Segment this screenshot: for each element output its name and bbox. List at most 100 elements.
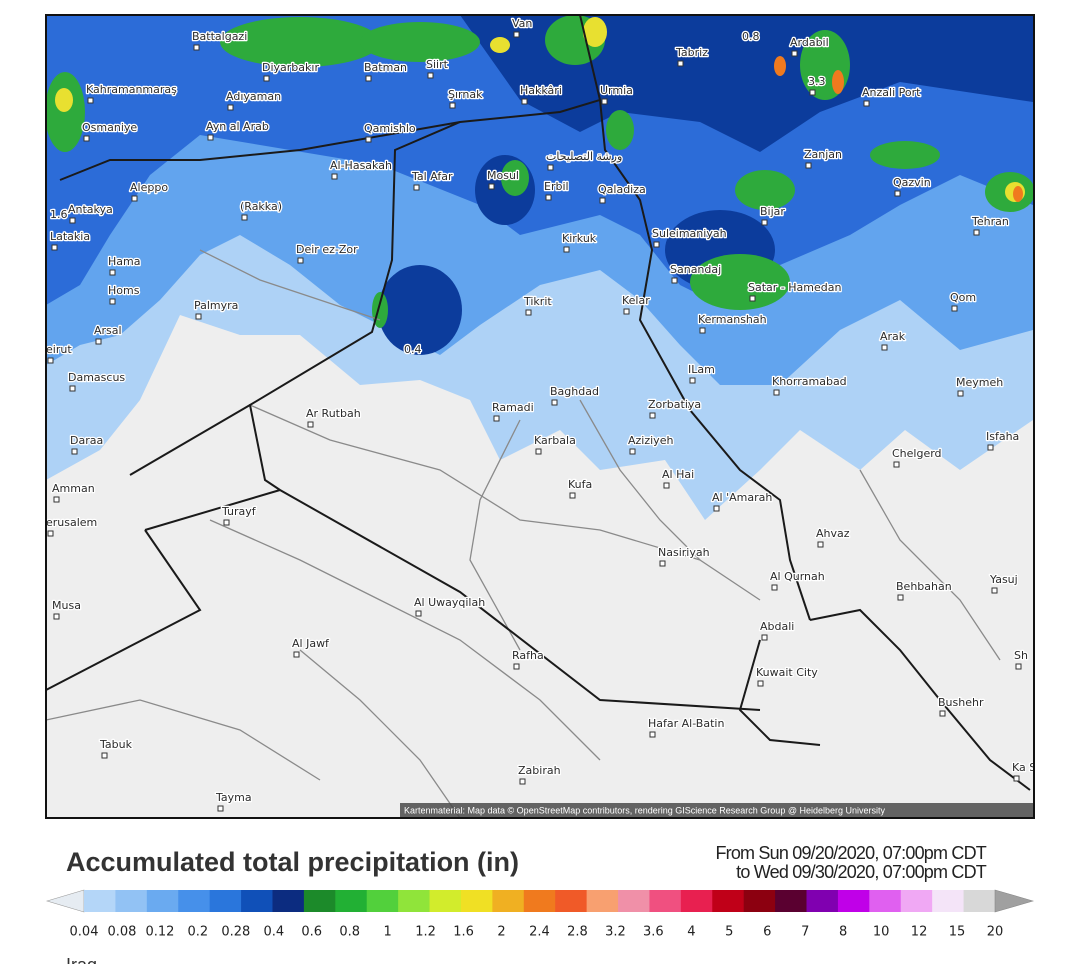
colorbar-tick-label: 1.2	[415, 925, 436, 940]
map: Kartenmaterial: Map data © OpenStreetMap…	[46, 15, 1034, 818]
precip-green	[46, 15, 1034, 328]
city-label: Abdali	[760, 620, 794, 633]
city-label: Bushehr	[938, 696, 984, 709]
city-marker	[757, 680, 764, 687]
city-marker	[761, 219, 768, 226]
colorbar: 0.04 0.08 0.12 0.2 0.28 0.4 0.6 0.8 1 1.2 1.6 2 2.4 2…	[45, 889, 1035, 940]
city-label: (Rakka)	[240, 200, 282, 213]
legend-title: Accumulated total precipitation (in)	[66, 847, 519, 877]
city-label: Amman	[52, 482, 95, 495]
colorbar-tick-label: 12	[911, 925, 928, 940]
city-label: Hakkâri	[520, 84, 562, 97]
city-label: Arsal	[94, 324, 122, 337]
city-marker	[449, 102, 456, 109]
city-label: Siirt	[426, 58, 449, 71]
city-marker	[217, 805, 224, 812]
city-marker	[893, 461, 900, 468]
city-label: Kahramanmaraş	[86, 83, 177, 96]
colorbar-cell	[209, 890, 242, 912]
colorbar-tick-label: 3.2	[605, 925, 626, 940]
city-marker	[551, 399, 558, 406]
city-marker	[83, 135, 90, 142]
city-marker	[69, 217, 76, 224]
city-label: Urmia	[600, 84, 633, 97]
colorbar-cell	[555, 890, 588, 912]
city-marker	[519, 778, 526, 785]
colorbar-cell	[272, 890, 305, 912]
city-label: Qamishlo	[364, 122, 416, 135]
city-label: Isfaha	[986, 430, 1019, 443]
city-marker	[773, 389, 780, 396]
city-marker	[817, 541, 824, 548]
city-label: Al Jawf	[292, 637, 330, 650]
city-label: Rafha	[512, 649, 544, 662]
city-marker	[223, 519, 230, 526]
attribution: Kartenmaterial: Map data © OpenStreetMap…	[404, 805, 885, 815]
city-label: Batman	[364, 61, 407, 74]
colorbar-tick-label: 20	[987, 925, 1004, 940]
city-label: Qom	[950, 291, 976, 304]
city-marker	[599, 197, 606, 204]
precip-orange	[774, 56, 1023, 202]
city-label: Qazvin	[893, 176, 931, 189]
city-label: Tabriz	[675, 46, 708, 59]
city-label: Karbala	[534, 434, 576, 447]
city-label: Al-Hasakah	[330, 159, 392, 172]
city-marker	[131, 195, 138, 202]
city-marker	[109, 298, 116, 305]
city-label: Yasuj	[989, 573, 1018, 586]
city-label: Behbahan	[896, 580, 952, 593]
colorbar-tick-label: 2	[497, 925, 505, 940]
colorbar-cell	[398, 890, 430, 912]
city-label: 0.8	[742, 30, 760, 43]
city-marker	[227, 104, 234, 111]
city-marker	[47, 530, 54, 537]
city-marker	[365, 136, 372, 143]
city-marker	[47, 357, 54, 364]
colorbar-cell	[932, 890, 964, 912]
colorbar-tick-label: 0.6	[301, 925, 322, 940]
city-label: 1.6	[50, 208, 68, 221]
city-marker	[413, 184, 420, 191]
city-marker	[53, 496, 60, 503]
colorbar-tick-label: 15	[949, 925, 966, 940]
city-marker	[987, 444, 994, 451]
city-marker	[771, 584, 778, 591]
city-marker	[629, 448, 636, 455]
city-label: Tayma	[215, 791, 252, 804]
city-marker	[513, 663, 520, 670]
colorbar-cell	[84, 890, 116, 912]
city-marker	[263, 75, 270, 82]
city-marker	[207, 134, 214, 141]
colorbar-tick-label: 1.6	[453, 925, 474, 940]
precip-navy	[46, 15, 1033, 152]
precip-navy	[378, 265, 462, 355]
map-frame	[45, 14, 1035, 819]
city-marker	[951, 305, 958, 312]
city-marker	[535, 448, 542, 455]
city-label: Al Qurnah	[770, 570, 825, 583]
city-label: Arak	[880, 330, 906, 343]
attribution-bg	[400, 803, 1034, 818]
precip-yellow	[55, 17, 1025, 202]
city-marker	[293, 651, 300, 658]
city-label: Van	[512, 17, 532, 30]
city-marker	[749, 295, 756, 302]
colorbar-cell	[115, 890, 148, 912]
city-label: ورشة التصليحات	[546, 150, 622, 163]
colorbar-tick-label: 0.4	[263, 925, 284, 940]
colorbar-tick-label: 0.2	[188, 925, 209, 940]
colorbar-cell	[743, 890, 776, 912]
city-label: Khorramabad	[772, 375, 847, 388]
roads	[46, 249, 1001, 818]
city-label: Qaladiza	[598, 183, 646, 196]
city-label: Zanjan	[804, 148, 842, 161]
colorbar-tick-label: 5	[725, 925, 733, 940]
colorbar-tick-label: 6	[763, 925, 771, 940]
city-marker	[488, 183, 495, 190]
city-label: Hama	[108, 255, 140, 268]
city-label: Al Hai	[662, 468, 694, 481]
city-marker	[563, 246, 570, 253]
colorbar-tick-label: 2.4	[529, 925, 550, 940]
